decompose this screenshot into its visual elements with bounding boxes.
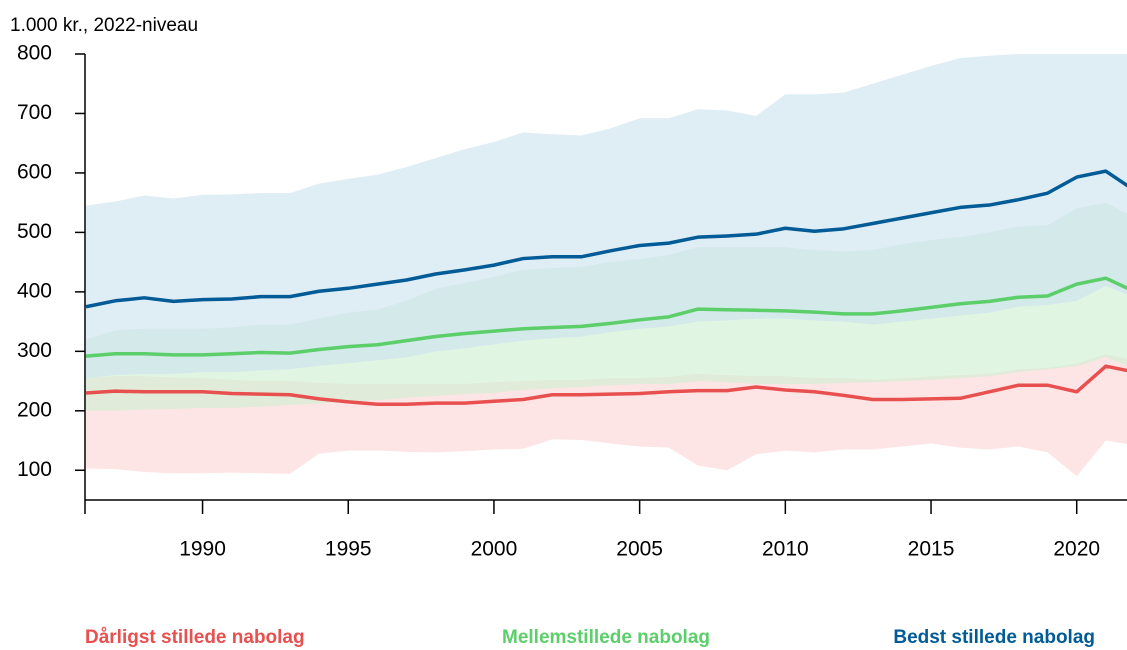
line bbox=[85, 169, 1127, 309]
y-tick-label: 300 bbox=[17, 339, 52, 362]
x-tick-label: 2005 bbox=[616, 538, 663, 561]
x-tick-label: 1990 bbox=[179, 538, 226, 561]
y-tick-label: 600 bbox=[17, 160, 52, 183]
x-tick-label: 2015 bbox=[908, 538, 955, 561]
y-axis-label: 1.000 kr., 2022-niveau bbox=[10, 15, 198, 36]
y-tick-label: 400 bbox=[17, 279, 52, 302]
line bbox=[85, 364, 1127, 407]
y-tick-label: 200 bbox=[17, 398, 52, 421]
legend-label: Mellemstillede nabolag bbox=[502, 627, 710, 648]
y-tick-label: 500 bbox=[17, 220, 52, 243]
x-tick-label: 2020 bbox=[1053, 538, 1100, 561]
line bbox=[85, 276, 1127, 358]
y-tick-label: 100 bbox=[17, 458, 52, 481]
x-tick-label: 1995 bbox=[325, 538, 372, 561]
y-tick-label: 800 bbox=[17, 42, 52, 65]
x-tick-label: 2010 bbox=[762, 538, 809, 561]
legend-label: Dårligst stillede nabolag bbox=[85, 627, 305, 648]
y-tick-label: 700 bbox=[17, 101, 52, 124]
legend-label: Bedst stillede nabolag bbox=[893, 627, 1095, 648]
band bbox=[86, 54, 1127, 379]
x-tick-label: 2000 bbox=[471, 538, 518, 561]
